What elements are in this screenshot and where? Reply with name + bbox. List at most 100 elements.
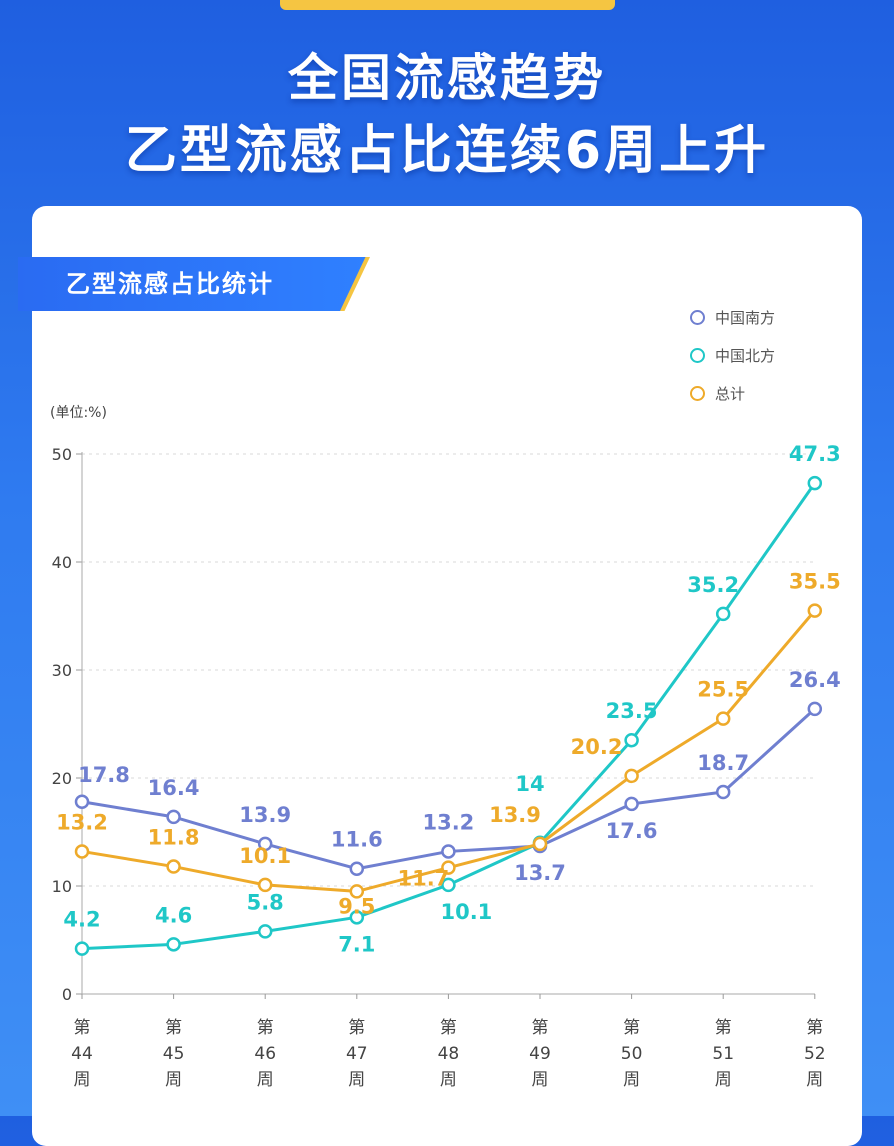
x-tick-label: 第 [532, 1018, 549, 1038]
data-point-north [441, 877, 456, 893]
data-point-north [74, 941, 90, 956]
data-point-north [715, 606, 731, 622]
data-point-north [257, 924, 273, 939]
data-label-south: 26.4 [789, 668, 841, 692]
data-point-north [166, 937, 181, 952]
x-tick-label: 47 [346, 1044, 368, 1064]
x-tick-label: 50 [621, 1044, 643, 1064]
data-point-total [624, 768, 639, 784]
x-tick-label: 周 [440, 1070, 457, 1090]
data-label-total: 13.9 [489, 803, 541, 827]
data-label-south: 13.7 [514, 861, 566, 885]
x-tick-label: 48 [438, 1044, 460, 1064]
data-label-south: 17.8 [78, 763, 130, 787]
x-tick-label: 第 [74, 1018, 91, 1038]
y-tick-label: 30 [52, 661, 72, 680]
data-label-total: 10.1 [239, 844, 291, 868]
data-label-north: 35.2 [687, 573, 739, 597]
legend-label-total: 总计 [715, 384, 746, 403]
x-tick-label: 49 [529, 1044, 551, 1064]
header-top-tab [280, 0, 615, 10]
legend-item-total: 总计 [690, 374, 775, 412]
x-tick-label: 第 [348, 1018, 365, 1038]
data-point-total [532, 836, 548, 852]
legend-marker-north [690, 347, 705, 363]
data-point-south [166, 809, 181, 825]
data-label-south: 16.4 [148, 776, 200, 800]
data-label-south: 13.2 [422, 810, 474, 834]
y-tick-label: 0 [62, 985, 72, 1004]
data-label-south: 11.6 [331, 828, 383, 852]
y-tick-label: 40 [52, 553, 72, 572]
data-label-north: 23.5 [606, 699, 658, 723]
data-label-total: 20.2 [571, 735, 623, 759]
data-label-south: 13.9 [239, 803, 291, 827]
x-tick-label: 52 [804, 1044, 826, 1064]
data-point-total [441, 860, 456, 875]
x-tick-label: 51 [712, 1044, 734, 1064]
data-label-north: 10.1 [440, 900, 492, 924]
data-label-north: 4.2 [63, 908, 100, 932]
legend-marker-south [690, 309, 705, 325]
x-tick-label: 周 [532, 1070, 549, 1090]
chart-card [32, 206, 862, 1146]
x-tick-label: 周 [715, 1070, 732, 1090]
data-point-total [257, 877, 273, 893]
data-point-south [624, 796, 639, 812]
data-label-north: 14 [515, 772, 544, 796]
data-point-total [715, 711, 731, 726]
data-point-total [166, 859, 181, 874]
x-tick-label: 第 [715, 1018, 732, 1038]
data-point-north [349, 910, 365, 925]
y-tick-label: 10 [52, 877, 72, 896]
data-label-north: 4.6 [155, 903, 192, 927]
line-chart: 0 10 20 30 40 50 第 44 周 第 45 周 第 46 周 第 47 周 第 48 周 第 49 周 第 50 周 第… [52, 442, 841, 1090]
data-label-south: 18.7 [697, 751, 749, 775]
data-point-south [715, 784, 731, 800]
data-label-north: 7.1 [338, 932, 375, 956]
data-point-south [807, 701, 823, 717]
data-point-south [441, 844, 456, 859]
y-tick-label: 20 [52, 769, 72, 788]
chart-title-badge: 乙型流感占比统计 [18, 257, 368, 311]
legend-label-south: 中国南方 [715, 308, 776, 327]
data-label-total: 9.5 [338, 894, 375, 918]
x-tick-label: 44 [71, 1044, 93, 1064]
data-point-north [624, 732, 639, 748]
legend-item-south: 中国南方 [690, 298, 775, 336]
x-tick-label: 周 [348, 1070, 365, 1090]
legend-marker-total [690, 385, 705, 401]
y-axis-unit-label: (单位:%) [50, 405, 107, 421]
page-subtitle: 乙型流感占比连续6周上升 [124, 121, 770, 181]
x-tick-label: 第 [165, 1018, 182, 1038]
data-point-total [807, 603, 823, 618]
x-tick-label: 第 [806, 1018, 823, 1038]
data-point-north [807, 475, 823, 491]
x-tick-label: 周 [74, 1070, 91, 1090]
x-tick-label: 45 [163, 1044, 185, 1064]
x-tick-label: 周 [165, 1070, 182, 1090]
x-tick-label: 第 [623, 1018, 640, 1038]
legend-item-north: 中国北方 [690, 336, 775, 374]
data-point-total [74, 844, 90, 859]
y-tick-label: 50 [52, 445, 72, 464]
data-label-north: 5.8 [247, 890, 284, 914]
data-label-total: 35.5 [789, 570, 841, 594]
x-tick-label: 46 [254, 1044, 276, 1064]
data-point-south [74, 794, 90, 810]
x-tick-label: 周 [623, 1070, 640, 1090]
x-tick-label: 第 [440, 1018, 457, 1038]
data-label-north: 47.3 [789, 442, 841, 466]
data-label-south: 17.6 [606, 819, 658, 843]
x-tick-label: 周 [806, 1070, 823, 1090]
page-title: 全国流感趋势 [288, 49, 606, 107]
data-label-total: 25.5 [697, 678, 749, 702]
x-tick-label: 周 [257, 1070, 274, 1090]
legend-label-north: 中国北方 [715, 346, 776, 365]
data-label-total: 11.7 [397, 867, 449, 891]
chart-legend: 中国南方 中国北方 总计 [690, 298, 775, 412]
data-point-total [349, 884, 365, 899]
data-label-total: 13.2 [56, 810, 108, 834]
data-point-south [257, 836, 273, 852]
x-tick-label: 第 [257, 1018, 274, 1038]
